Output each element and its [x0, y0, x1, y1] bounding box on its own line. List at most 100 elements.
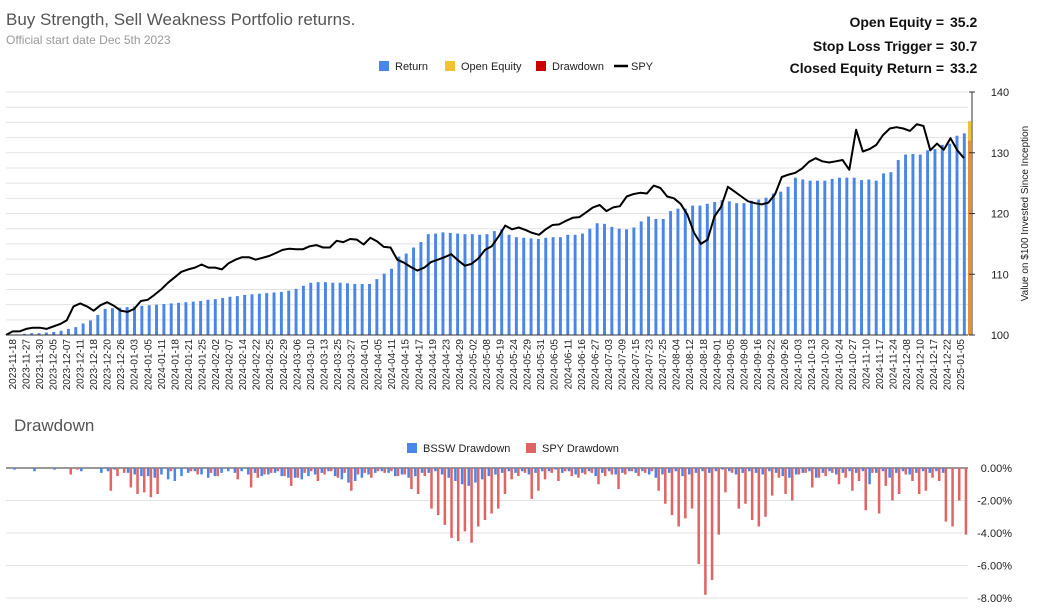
bssw-drawdown-bar — [687, 468, 691, 475]
return-bar — [368, 283, 371, 335]
bssw-drawdown-bar — [854, 468, 858, 473]
drawdown-marker — [968, 140, 971, 335]
return-bar — [279, 291, 283, 335]
x-tick-label: 2024-04-19 — [428, 339, 439, 391]
bssw-drawdown-bar — [113, 468, 116, 470]
spy-drawdown-bar — [263, 468, 266, 475]
spy-drawdown-bar — [323, 468, 326, 475]
bssw-drawdown-bar — [340, 468, 344, 480]
return-bar — [81, 323, 85, 335]
return-bar — [654, 218, 658, 335]
stat-value: 35.2 — [950, 14, 978, 30]
x-tick-label: 2024-01-05 — [143, 339, 154, 391]
x-tick-label: 2024-12-17 — [929, 339, 940, 391]
bssw-drawdown-bar — [567, 468, 571, 472]
return-bar — [595, 223, 599, 335]
return-bar — [926, 150, 930, 335]
x-tick-label: 2024-08-18 — [699, 339, 710, 391]
spy-drawdown-bar — [697, 468, 700, 564]
return-bar — [66, 328, 70, 335]
bssw-drawdown-bar — [547, 468, 551, 472]
return-bar — [52, 331, 56, 335]
bssw-drawdown-bar — [935, 468, 938, 472]
spy-drawdown-bar — [737, 468, 741, 509]
x-tick-label: 2023-12-05 — [48, 339, 59, 391]
bssw-drawdown-bar — [206, 468, 210, 478]
closed-equity-stat: Closed Equity Return = 33.2 — [790, 60, 978, 76]
return-bar — [896, 160, 900, 335]
x-tick-label: 2024-07-23 — [645, 339, 656, 391]
bssw-drawdown-bar — [100, 468, 103, 473]
return-bar — [301, 285, 305, 335]
spy-drawdown-bar — [249, 468, 253, 488]
spy-drawdown-bar — [657, 468, 660, 491]
spy-drawdown-bar — [790, 468, 794, 501]
bssw-drawdown-bar — [714, 468, 718, 472]
bssw-drawdown-bar — [200, 468, 203, 475]
spy-drawdown-bar — [156, 468, 159, 494]
return-bar — [404, 253, 408, 335]
bssw-drawdown-bar — [480, 468, 484, 480]
spy-drawdown-bar — [563, 468, 567, 472]
bssw-drawdown-bar — [460, 468, 464, 485]
bssw-drawdown-bar — [808, 468, 811, 472]
legend-swatch — [536, 61, 546, 71]
return-bar — [536, 239, 540, 335]
spy-drawdown-bar — [744, 468, 747, 504]
return-bar — [625, 229, 628, 335]
bssw-drawdown-bar — [454, 468, 457, 481]
bssw-drawdown-bar — [434, 468, 437, 472]
spy-drawdown-bar — [637, 468, 640, 477]
legend-label: SPY Drawdown — [542, 443, 619, 455]
bssw-drawdown-bar — [921, 468, 925, 472]
spy-drawdown-bar — [811, 468, 814, 488]
spy-drawdown-bar — [330, 468, 333, 472]
x-tick-label: 2024-09-16 — [753, 339, 764, 391]
return-bar — [573, 234, 577, 335]
spy-drawdown-bar — [410, 468, 413, 490]
x-tick-label: 2024-03-27 — [347, 339, 358, 391]
spy-drawdown-bar — [577, 468, 580, 478]
x-tick-label: 2024-01-03 — [130, 339, 141, 391]
return-bar — [323, 282, 327, 335]
bssw-drawdown-bar — [287, 468, 290, 478]
bssw-drawdown-bar — [240, 468, 243, 472]
y-axis-label: Value on $100 Invested Since Inception — [1020, 126, 1031, 302]
x-tick-label: 2024-02-22 — [252, 339, 263, 391]
x-tick-label: 2024-10-27 — [848, 339, 859, 391]
return-bar — [815, 180, 819, 335]
return-bar — [742, 203, 746, 335]
spy-drawdown-bar — [804, 468, 807, 473]
spy-drawdown-bar — [76, 468, 79, 470]
return-bar — [96, 314, 100, 335]
x-tick-label: 2024-09-05 — [726, 339, 737, 391]
bssw-drawdown-bar — [721, 468, 724, 470]
spy-drawdown-bar — [517, 468, 520, 477]
bssw-drawdown-bar — [607, 468, 611, 472]
spy-drawdown-bar — [109, 468, 113, 491]
spy-drawdown-bar — [363, 468, 366, 473]
return-bar — [22, 333, 26, 335]
bssw-drawdown-bar — [180, 468, 183, 477]
return-bar — [44, 332, 48, 335]
bssw-drawdown-bar — [273, 468, 277, 473]
return-bar — [955, 135, 959, 335]
stat-label: Stop Loss Trigger = — [812, 38, 944, 54]
spy-drawdown-bar — [557, 468, 560, 481]
stat-label: Open Equity = — [849, 14, 944, 30]
spy-drawdown-bar — [550, 468, 554, 473]
spy-drawdown-bar — [209, 468, 213, 473]
bssw-drawdown-bar — [514, 468, 517, 473]
x-tick-label: 2024-05-24 — [509, 339, 520, 391]
return-bar — [125, 307, 129, 335]
bssw-drawdown-bar — [774, 468, 778, 473]
bssw-drawdown-bar — [166, 468, 170, 480]
bssw-drawdown-bar — [915, 468, 918, 473]
bssw-drawdown-bar — [140, 468, 143, 477]
bssw-drawdown-bar — [875, 468, 878, 473]
return-bar — [603, 223, 606, 335]
bssw-drawdown-bar — [707, 468, 711, 473]
return-bar — [808, 180, 812, 335]
spy-drawdown-bar — [837, 468, 841, 485]
spy-drawdown-bar — [871, 468, 874, 473]
